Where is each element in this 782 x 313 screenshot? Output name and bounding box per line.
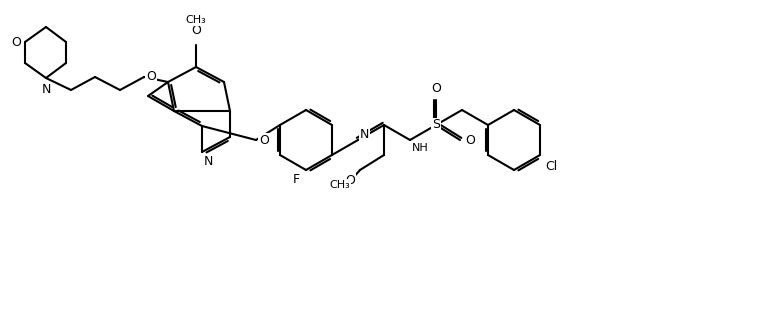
Text: O: O [191, 24, 201, 37]
Text: O: O [431, 82, 441, 95]
Text: N: N [360, 129, 369, 141]
Text: Cl: Cl [545, 160, 558, 173]
Text: CH₃: CH₃ [185, 15, 206, 25]
Text: NH: NH [412, 143, 429, 153]
Text: F: F [293, 173, 300, 186]
Text: O: O [11, 35, 21, 49]
Text: O: O [259, 134, 269, 146]
Text: O: O [146, 70, 156, 84]
Text: N: N [204, 155, 213, 168]
Text: N: N [41, 83, 51, 96]
Text: S: S [432, 119, 440, 131]
Text: O: O [465, 134, 475, 146]
Text: CH₃: CH₃ [330, 180, 350, 190]
Text: O: O [345, 174, 355, 187]
